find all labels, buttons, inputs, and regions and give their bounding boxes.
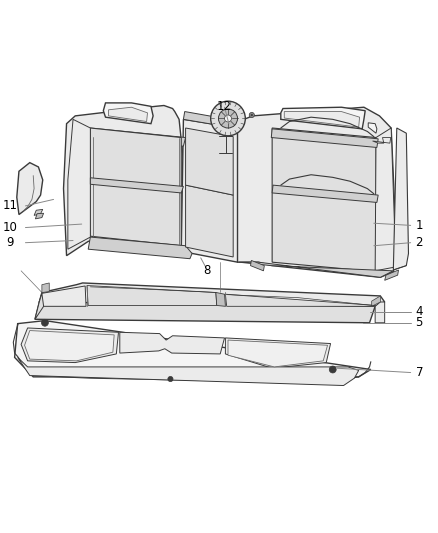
Polygon shape [375,128,396,271]
Polygon shape [18,358,359,385]
Circle shape [329,366,336,373]
Polygon shape [90,178,184,193]
Polygon shape [90,128,186,146]
Polygon shape [25,330,114,361]
Polygon shape [272,128,376,272]
Polygon shape [14,321,371,377]
Polygon shape [226,294,375,306]
Polygon shape [184,111,241,129]
Circle shape [42,319,48,326]
Polygon shape [103,103,153,124]
Polygon shape [237,107,397,277]
Polygon shape [272,185,378,203]
Polygon shape [39,286,86,306]
Polygon shape [393,128,409,270]
Polygon shape [368,123,377,133]
Polygon shape [373,138,391,143]
Polygon shape [226,338,331,368]
Circle shape [249,112,254,118]
Text: 9: 9 [7,236,14,249]
Polygon shape [35,213,44,219]
Text: 1: 1 [416,219,423,232]
Circle shape [251,114,253,116]
Text: 4: 4 [416,305,423,318]
Polygon shape [186,185,233,257]
Text: 8: 8 [204,264,211,277]
Polygon shape [271,129,378,148]
Polygon shape [35,293,44,319]
Polygon shape [372,296,380,306]
Text: 5: 5 [416,316,423,329]
Polygon shape [251,261,265,271]
Polygon shape [284,111,360,127]
Polygon shape [239,262,393,277]
Polygon shape [21,328,119,362]
Text: 7: 7 [416,366,423,379]
Circle shape [168,376,173,382]
Polygon shape [34,209,43,215]
Polygon shape [120,332,225,354]
Circle shape [219,109,237,128]
Polygon shape [181,119,241,262]
Polygon shape [385,270,399,280]
Polygon shape [186,128,233,195]
Polygon shape [17,163,43,215]
Polygon shape [216,293,226,306]
Polygon shape [35,302,375,323]
Text: 2: 2 [416,236,423,249]
Polygon shape [375,302,385,323]
Polygon shape [228,340,328,367]
Polygon shape [88,237,192,259]
Circle shape [225,115,231,122]
Text: 12: 12 [217,100,232,113]
Text: 10: 10 [3,221,18,234]
Circle shape [211,101,245,136]
Text: 11: 11 [3,199,18,213]
Polygon shape [64,106,192,256]
Polygon shape [281,107,365,129]
Polygon shape [42,283,49,293]
Polygon shape [39,283,385,306]
Polygon shape [109,107,148,122]
Polygon shape [68,119,90,249]
Polygon shape [90,128,181,246]
Polygon shape [87,286,217,305]
